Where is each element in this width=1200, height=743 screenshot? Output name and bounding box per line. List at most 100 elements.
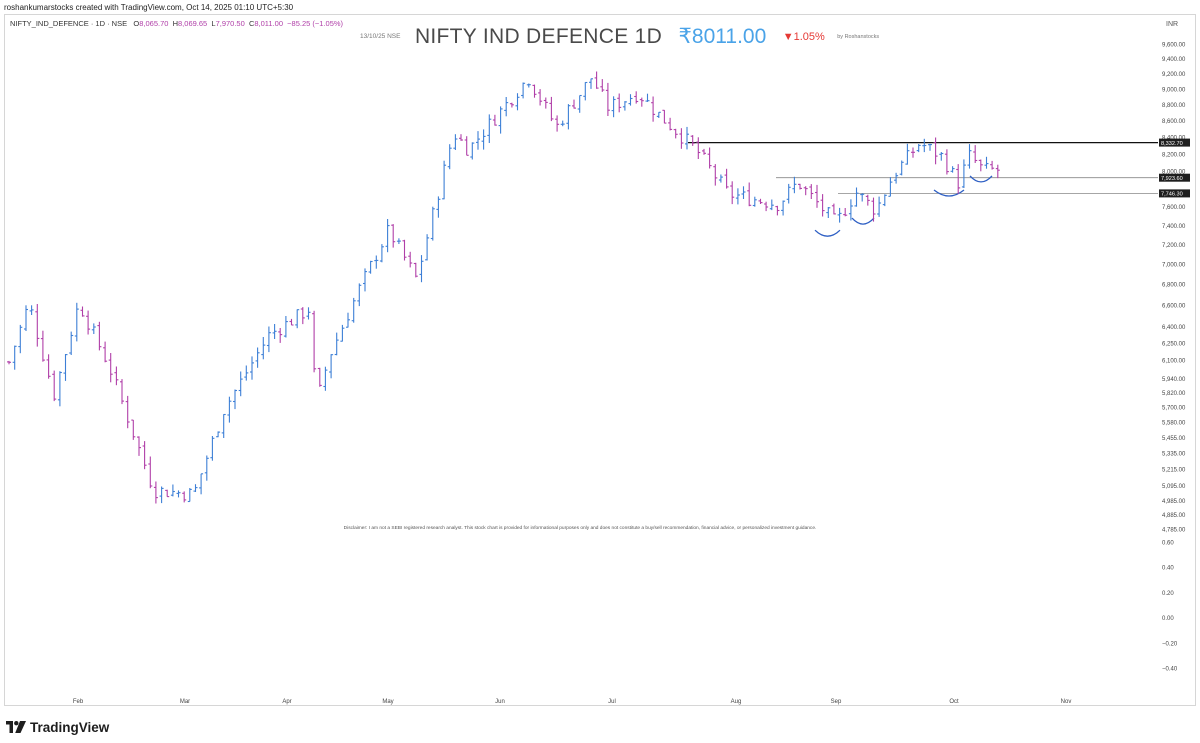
ohlc-bar — [583, 81, 588, 101]
level-label-bg — [1159, 189, 1190, 198]
time-tick-label: Jun — [495, 699, 505, 705]
ohlc-bar — [860, 193, 865, 202]
ohlc-bar — [221, 413, 226, 438]
price-tick-label: 9,000.00 — [1162, 88, 1186, 94]
chart-title-row: 13/10/25 NSE NIFTY IND DEFENCE 1D ₹8011.… — [360, 24, 879, 52]
ohlc-bar — [718, 174, 723, 183]
ohlc-bar — [12, 345, 17, 370]
time-tick-label: May — [382, 699, 393, 705]
price-tick-label: 9,200.00 — [1162, 72, 1186, 78]
time-tick-label: Mar — [180, 699, 190, 705]
ohlc-bar — [306, 307, 311, 320]
ohlc-bar — [826, 207, 831, 218]
tradingview-logo-icon — [6, 721, 26, 733]
pattern-arc — [969, 175, 993, 183]
ohlc-bar — [453, 134, 458, 150]
pattern-arcs — [814, 175, 993, 237]
ohlc-bar — [385, 219, 390, 253]
tradingview-wordmark: TradingView — [30, 719, 110, 735]
ohlc-bar — [266, 326, 271, 353]
ohlc-bar — [52, 370, 57, 402]
ohlc-bar — [831, 203, 836, 215]
price-axis[interactable]: 9,600.00 9,400.00 9,200.00 9,000.00 8,800.00… — [1162, 43, 1186, 534]
ohlc-bar — [351, 297, 356, 323]
level-label: 8,332.70 — [1161, 141, 1183, 147]
price-tick-label: 5,215.00 — [1162, 468, 1186, 474]
price-tick-label: 8,000.00 — [1162, 170, 1186, 176]
ohlc-bar — [792, 176, 797, 194]
pattern-arc — [933, 189, 965, 197]
price-tick-label: 4,885.00 — [1162, 513, 1186, 519]
ohlc-bars — [7, 71, 1000, 504]
time-tick-label: Feb — [73, 699, 84, 705]
price-tick-label: 9,400.00 — [1162, 57, 1186, 63]
ohlc-bar — [645, 93, 650, 102]
close-label: C — [248, 19, 255, 28]
currency-label[interactable]: INR — [1166, 21, 1179, 28]
price-tick-label: 4,985.00 — [1162, 499, 1186, 505]
high-value: 8,069.65 — [178, 19, 208, 28]
low-value: 7,970.50 — [215, 19, 245, 28]
indicator-tick-label: −0.20 — [1162, 641, 1178, 647]
ohlc-bar — [357, 283, 362, 307]
ohlc-bar — [939, 152, 944, 161]
ohlc-bar — [611, 96, 616, 118]
ohlc-bar — [786, 183, 791, 204]
ohlc-bar — [283, 316, 288, 338]
ohlc-bar — [735, 188, 740, 205]
low-label: L — [211, 19, 216, 28]
level-label: 7,746.30 — [1161, 192, 1183, 198]
time-tick-label: Oct — [949, 699, 959, 705]
price-tick-label: 5,700.00 — [1162, 406, 1186, 412]
ohlc-bar — [35, 304, 40, 347]
ohlc-bar — [707, 147, 712, 169]
time-tick-label: Nov — [1061, 699, 1072, 705]
ohlc-bar — [679, 128, 684, 149]
ohlc-bar — [950, 166, 955, 173]
ohlc-bar — [944, 149, 949, 175]
ohlc-bar — [504, 97, 509, 117]
ohlc-bar — [560, 120, 565, 127]
ohlc-bar — [108, 353, 113, 383]
ohlc-bar — [905, 143, 910, 165]
tradingview-logo[interactable]: TradingView — [6, 718, 109, 736]
ohlc-bar — [984, 156, 989, 169]
price-tick-label: 8,600.00 — [1162, 119, 1186, 125]
price-tick-label: 7,600.00 — [1162, 205, 1186, 211]
ohlc-bar — [481, 129, 486, 150]
ohlc-bar — [159, 486, 164, 504]
ohlc-bar — [368, 260, 373, 274]
price-tick-label: 7,400.00 — [1162, 224, 1186, 230]
ohlc-bar — [815, 184, 819, 208]
ohlc-bar — [515, 93, 520, 111]
indicator-tick-label: 0.40 — [1162, 566, 1174, 572]
ohlc-bar — [809, 184, 814, 199]
ohlc-bar — [549, 96, 554, 122]
time-axis[interactable]: Feb Mar Apr May Jun Jul Aug Sep Oct Nov — [73, 699, 1072, 705]
ohlc-bar — [57, 371, 62, 407]
ohlc-bar — [775, 205, 780, 216]
ohlc-bar — [685, 126, 689, 150]
ohlc-bar — [730, 181, 735, 205]
ohlc-bar — [572, 99, 576, 109]
ohlc-bar — [928, 143, 932, 151]
ohlc-bar — [526, 83, 531, 88]
ohlc-bar — [803, 186, 808, 196]
ohlc-bar — [29, 305, 34, 315]
ohlc-bar — [419, 255, 424, 283]
ohlc-bar — [820, 194, 825, 217]
ohlc-bar — [24, 305, 28, 331]
indicator-tick-label: 0.60 — [1162, 541, 1174, 547]
price-tick-label: 8,800.00 — [1162, 103, 1186, 109]
ohlc-bar — [447, 144, 452, 170]
ohlc-bar — [312, 310, 317, 373]
ohlc-bar — [696, 137, 701, 159]
price-tick-label: 5,580.00 — [1162, 420, 1186, 426]
ohlc-bar — [125, 395, 130, 429]
ohlc-bar — [374, 255, 379, 269]
ohlc-bar — [509, 102, 514, 108]
time-tick-label: Aug — [731, 699, 742, 705]
change-value: −85.25 (−1.05%) — [287, 19, 344, 28]
ohlc-bar — [781, 200, 786, 216]
